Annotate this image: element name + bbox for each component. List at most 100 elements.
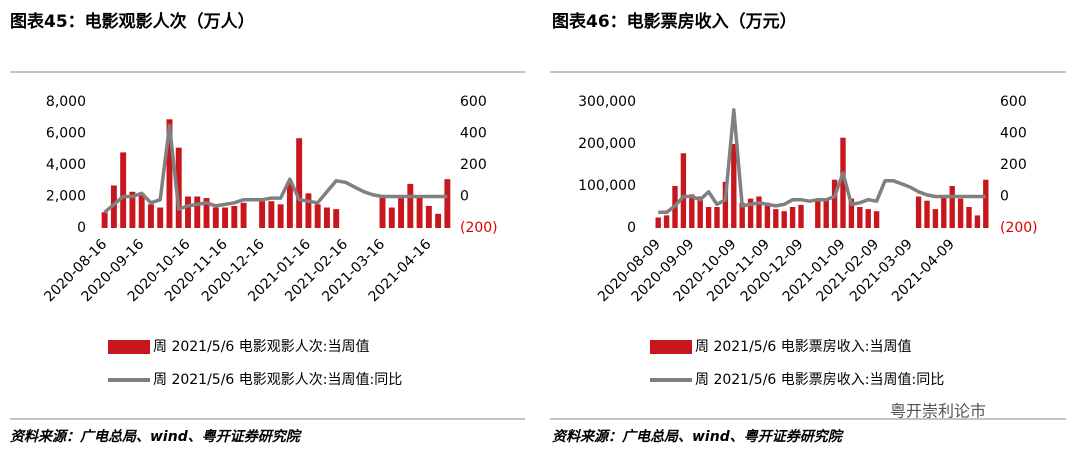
bar <box>915 196 922 228</box>
bar <box>781 211 787 228</box>
bar <box>194 196 201 228</box>
bar <box>689 194 695 228</box>
bar <box>773 209 779 228</box>
y2-tick-label: 0 <box>1000 189 1009 205</box>
bar <box>983 179 989 228</box>
bar <box>949 186 955 228</box>
bar <box>138 193 145 228</box>
bar <box>212 207 219 228</box>
y-tick-label: 300,000 <box>578 94 636 110</box>
source-note: 资料来源：广电总局、wind、粤开证券研究院 <box>10 428 303 445</box>
legend-swatch <box>108 340 150 354</box>
bar <box>857 207 863 228</box>
bar <box>924 200 930 228</box>
y2-tick-label: (200) <box>460 220 498 236</box>
y2-tick-label: 600 <box>1000 94 1027 110</box>
bar <box>268 201 275 228</box>
bar <box>789 207 796 228</box>
y2-tick-label: 400 <box>460 126 487 142</box>
bar <box>941 196 947 228</box>
bar <box>831 179 838 228</box>
line <box>658 108 986 215</box>
bar <box>305 193 312 228</box>
bar <box>815 200 821 228</box>
y-tick-label: 0 <box>77 220 86 236</box>
bar <box>798 204 804 228</box>
bar <box>120 152 127 228</box>
bar <box>296 138 303 228</box>
chart-title: 图表45：电影观影人次（万人） <box>10 11 255 32</box>
bar <box>203 198 210 228</box>
y-tick-label: 0 <box>627 220 636 236</box>
bar <box>277 204 284 228</box>
bar <box>147 204 154 228</box>
bar <box>840 137 846 228</box>
bar <box>848 198 855 228</box>
bar <box>323 207 330 228</box>
legend-label: 周 2021/5/6 电影观影人次:当周值:同比 <box>153 372 402 388</box>
bar <box>101 212 108 228</box>
y2-tick-label: 0 <box>460 189 469 205</box>
bar <box>974 215 981 228</box>
bar <box>435 213 442 228</box>
bar <box>932 209 939 228</box>
chart-title: 图表46：电影票房收入（万元） <box>552 11 797 32</box>
legend-label: 周 2021/5/6 电影观影人次:当周值 <box>153 339 370 355</box>
y2-tick-label: 400 <box>1000 126 1027 142</box>
bar <box>756 196 762 228</box>
y2-tick-label: 200 <box>1000 157 1027 173</box>
bar <box>764 202 771 228</box>
y-tick-label: 100,000 <box>578 178 636 194</box>
bar <box>663 215 670 228</box>
y2-tick-label: 600 <box>460 94 487 110</box>
bar <box>157 207 164 228</box>
bar <box>416 196 423 228</box>
legend-label: 周 2021/5/6 电影票房收入:当周值:同比 <box>695 372 944 388</box>
bar <box>286 180 293 228</box>
y-tick-label: 8,000 <box>46 94 86 110</box>
bar <box>407 183 414 228</box>
bar <box>655 217 661 228</box>
bar <box>722 181 729 228</box>
bar <box>823 198 829 228</box>
y2-tick-label: 200 <box>460 157 487 173</box>
bar <box>185 196 191 228</box>
y-tick-label: 4,000 <box>46 157 86 173</box>
bar <box>444 179 451 228</box>
bar <box>739 202 745 228</box>
bar <box>240 202 247 228</box>
bar <box>747 198 754 228</box>
watermark: 粤开崇利论市 <box>890 402 986 421</box>
bar <box>705 207 712 228</box>
y-tick-label: 6,000 <box>46 126 86 142</box>
y2-tick-label: (200) <box>1000 220 1038 236</box>
legend-swatch <box>650 340 692 354</box>
bar <box>398 198 405 228</box>
bar <box>259 201 266 228</box>
bar <box>166 119 173 228</box>
line <box>103 123 448 214</box>
bar <box>333 209 340 228</box>
y-tick-label: 200,000 <box>578 136 636 152</box>
bar <box>388 207 395 228</box>
bar <box>697 196 703 228</box>
bar <box>222 207 229 228</box>
bar <box>231 205 238 228</box>
bar <box>129 191 136 228</box>
bar <box>110 185 117 228</box>
bar <box>379 194 386 228</box>
source-note: 资料来源：广电总局、wind、粤开证券研究院 <box>552 428 845 445</box>
bar <box>425 205 432 228</box>
y-tick-label: 2,000 <box>46 189 86 205</box>
bar <box>873 211 880 228</box>
bar <box>966 207 972 228</box>
bar <box>731 144 737 228</box>
bar <box>865 209 871 228</box>
bar <box>957 198 964 228</box>
bar <box>175 147 182 228</box>
bar <box>714 207 720 228</box>
legend-label: 周 2021/5/6 电影票房收入:当周值 <box>695 339 912 355</box>
bar <box>680 153 687 228</box>
bar <box>314 204 321 228</box>
